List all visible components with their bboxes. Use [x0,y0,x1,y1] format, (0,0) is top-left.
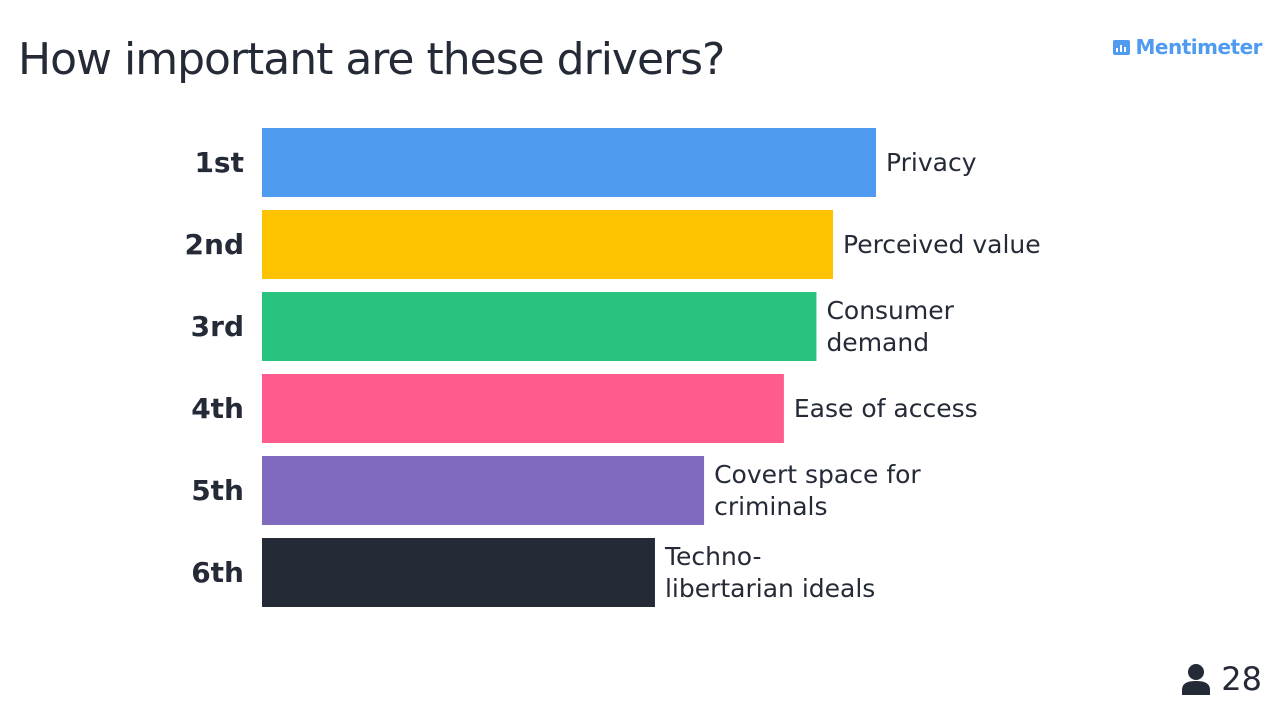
bar-label: Perceived value [843,230,1041,259]
page-title: How important are these drivers? [18,34,725,85]
participant-count-value: 28 [1221,660,1262,698]
bar-label: Consumer demand [826,296,954,357]
bar-label: Techno-libertarian ideals [664,542,875,603]
participant-count: 28 [1181,660,1262,698]
person-icon [1182,664,1211,695]
rank-label: 2nd [185,228,244,261]
rank-label: 1st [194,146,244,179]
brand-logo: Mentimeter [1113,35,1262,59]
bar [262,456,705,525]
bar [262,538,655,607]
bar-chart-icon [1113,39,1131,55]
brand-name: Mentimeter [1135,35,1262,59]
bar-label: Covert space for criminals [714,460,921,521]
bar [262,292,817,361]
rank-label: 5th [191,474,244,507]
bar [262,374,784,443]
bar-label: Privacy [886,148,977,177]
rank-label: 4th [191,392,244,425]
bar [262,128,876,197]
rank-label: 6th [191,556,244,589]
rank-label: 3rd [191,310,244,343]
bar [262,210,834,279]
bar-label: Ease of access [794,394,978,423]
